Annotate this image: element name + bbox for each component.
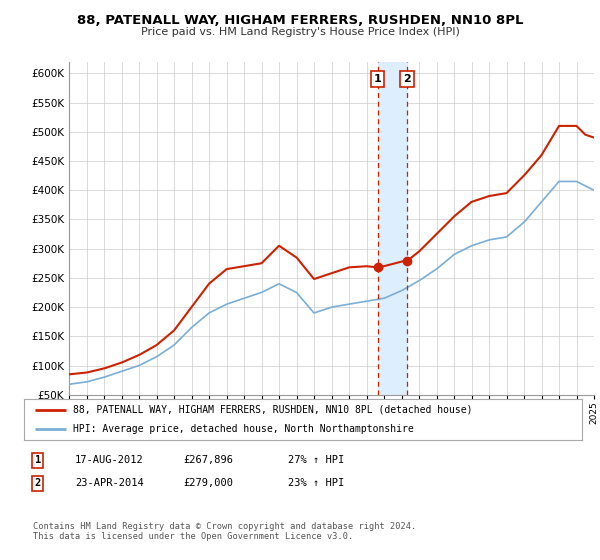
Text: HPI: Average price, detached house, North Northamptonshire: HPI: Average price, detached house, Nort… xyxy=(73,424,414,435)
Text: 2: 2 xyxy=(403,74,411,84)
Text: 1: 1 xyxy=(35,455,41,465)
Text: £267,896: £267,896 xyxy=(183,455,233,465)
Text: 17-AUG-2012: 17-AUG-2012 xyxy=(75,455,144,465)
Text: Contains HM Land Registry data © Crown copyright and database right 2024.
This d: Contains HM Land Registry data © Crown c… xyxy=(33,522,416,542)
Text: 88, PATENALL WAY, HIGHAM FERRERS, RUSHDEN, NN10 8PL (detached house): 88, PATENALL WAY, HIGHAM FERRERS, RUSHDE… xyxy=(73,405,473,415)
Bar xyxy=(377,62,407,395)
Text: 23-APR-2014: 23-APR-2014 xyxy=(75,478,144,488)
Text: 23% ↑ HPI: 23% ↑ HPI xyxy=(288,478,344,488)
Text: Price paid vs. HM Land Registry's House Price Index (HPI): Price paid vs. HM Land Registry's House … xyxy=(140,27,460,37)
Text: 2: 2 xyxy=(35,478,41,488)
Text: 88, PATENALL WAY, HIGHAM FERRERS, RUSHDEN, NN10 8PL: 88, PATENALL WAY, HIGHAM FERRERS, RUSHDE… xyxy=(77,14,523,27)
Text: £279,000: £279,000 xyxy=(183,478,233,488)
Text: 1: 1 xyxy=(374,74,382,84)
Text: 27% ↑ HPI: 27% ↑ HPI xyxy=(288,455,344,465)
